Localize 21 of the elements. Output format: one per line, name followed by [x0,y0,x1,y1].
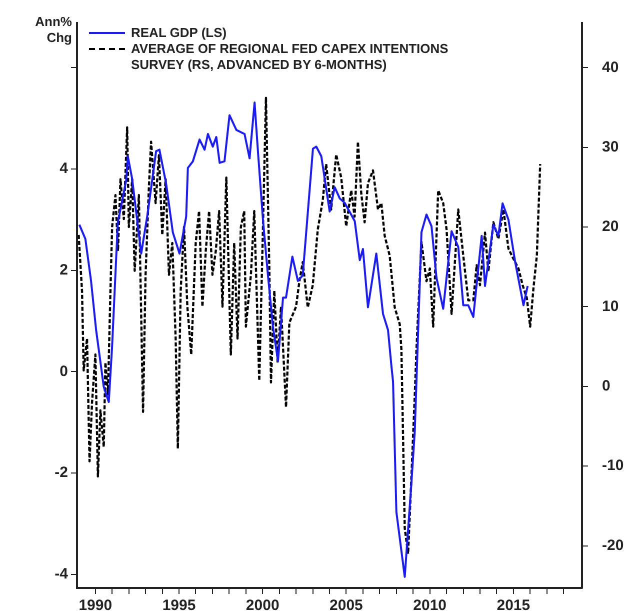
x-tick-label: 2015 [496,597,530,611]
y2-tick-label: -10 [602,457,624,474]
y-axis-title: Ann% Chg [34,14,72,46]
y-tick-label: -4 [54,565,69,582]
y2-tick-label: 20 [602,218,619,236]
y-tick-label: 4 [60,160,69,178]
x-tick-label: 1990 [78,597,112,611]
y2-tick-label: 0 [602,378,610,395]
x-tick-label: 2005 [330,597,363,611]
y-tick-label: -2 [54,464,68,482]
y-tick-label: 2 [60,261,68,278]
x-tick-label: 2000 [246,597,280,611]
legend-label: AVERAGE OF REGIONAL FED CAPEX INTENTIONS SURVEY (RS, ADVANCED BY 6-MONTHS) [131,41,450,73]
y2-tick-label: -20 [602,536,624,554]
legend-label: REAL GDP (LS) [131,25,228,41]
y2-tick-label: 10 [602,298,619,315]
x-tick-label: 1995 [162,597,196,611]
x-tick-label: 2010 [413,597,447,611]
y2-tick-label: 30 [602,138,619,156]
y2-tick-label: 40 [602,58,619,76]
y-tick-label: 0 [60,362,68,380]
